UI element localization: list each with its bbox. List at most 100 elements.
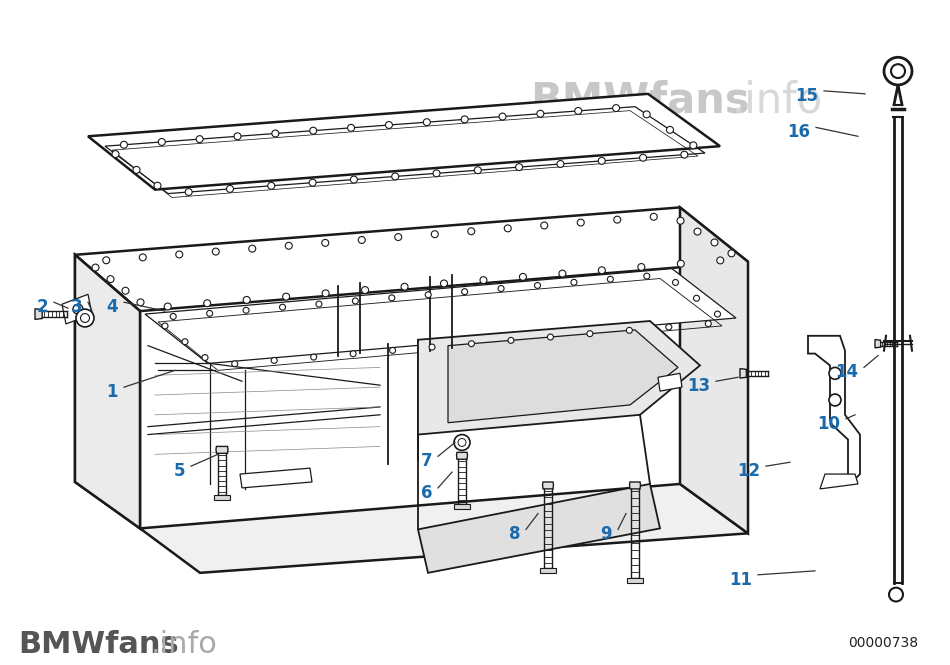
Circle shape <box>386 122 392 128</box>
Text: 16: 16 <box>787 124 810 142</box>
Circle shape <box>498 285 504 291</box>
Text: 00000738: 00000738 <box>848 636 918 650</box>
Circle shape <box>433 170 440 177</box>
Circle shape <box>226 186 234 192</box>
Circle shape <box>351 350 356 356</box>
Circle shape <box>249 245 256 252</box>
Text: 4: 4 <box>106 299 118 317</box>
Circle shape <box>389 295 395 301</box>
Polygon shape <box>88 94 720 190</box>
Circle shape <box>243 297 250 303</box>
Circle shape <box>666 324 672 330</box>
Circle shape <box>728 250 735 257</box>
Circle shape <box>690 142 697 149</box>
Text: 9: 9 <box>600 525 612 543</box>
Circle shape <box>639 154 647 161</box>
Polygon shape <box>140 484 748 573</box>
Text: .info: .info <box>732 79 824 121</box>
Circle shape <box>232 361 238 366</box>
Circle shape <box>598 267 605 274</box>
Circle shape <box>480 277 487 283</box>
Circle shape <box>705 321 712 327</box>
Circle shape <box>454 434 470 450</box>
Circle shape <box>626 327 633 333</box>
Text: 1: 1 <box>106 383 118 401</box>
Circle shape <box>103 257 110 264</box>
Polygon shape <box>75 255 140 529</box>
Circle shape <box>681 151 688 158</box>
Circle shape <box>694 228 701 235</box>
Circle shape <box>391 173 399 180</box>
Circle shape <box>107 276 114 283</box>
Circle shape <box>637 263 645 271</box>
Circle shape <box>285 242 293 249</box>
Circle shape <box>441 280 447 287</box>
Circle shape <box>587 331 593 336</box>
Circle shape <box>272 130 279 137</box>
Circle shape <box>644 273 650 279</box>
Circle shape <box>559 270 566 277</box>
Circle shape <box>162 323 168 329</box>
Circle shape <box>516 164 522 170</box>
Circle shape <box>311 354 316 360</box>
Circle shape <box>351 176 357 183</box>
Circle shape <box>571 279 577 285</box>
Circle shape <box>829 394 841 406</box>
Polygon shape <box>62 295 92 324</box>
Circle shape <box>461 116 468 123</box>
Circle shape <box>462 289 467 295</box>
Circle shape <box>203 300 211 307</box>
Circle shape <box>243 307 249 313</box>
Circle shape <box>716 257 724 264</box>
Circle shape <box>557 160 564 168</box>
Circle shape <box>176 251 182 258</box>
Text: 15: 15 <box>795 87 818 105</box>
Circle shape <box>154 182 161 189</box>
Circle shape <box>316 301 322 307</box>
Circle shape <box>348 124 354 131</box>
Text: 8: 8 <box>508 525 520 543</box>
Circle shape <box>714 311 720 317</box>
Circle shape <box>598 158 605 164</box>
Text: 12: 12 <box>737 462 760 480</box>
Polygon shape <box>680 207 748 533</box>
Circle shape <box>426 292 431 298</box>
Circle shape <box>133 166 140 174</box>
Text: 2: 2 <box>36 299 48 317</box>
Circle shape <box>196 136 203 142</box>
Circle shape <box>164 303 171 310</box>
Circle shape <box>170 313 176 319</box>
Text: 10: 10 <box>817 415 840 433</box>
Circle shape <box>202 354 208 360</box>
Circle shape <box>73 304 83 314</box>
Circle shape <box>112 150 119 158</box>
Circle shape <box>673 279 678 285</box>
Circle shape <box>279 304 286 310</box>
Text: 11: 11 <box>729 571 752 589</box>
Circle shape <box>607 276 614 282</box>
Circle shape <box>650 213 657 220</box>
Polygon shape <box>454 503 469 509</box>
Text: 14: 14 <box>835 364 858 382</box>
Circle shape <box>575 108 581 114</box>
Circle shape <box>677 217 684 224</box>
Text: BMWfans: BMWfans <box>530 79 750 121</box>
Circle shape <box>234 133 241 140</box>
Polygon shape <box>75 255 140 529</box>
Circle shape <box>537 110 543 117</box>
Circle shape <box>268 182 275 190</box>
Circle shape <box>424 119 430 126</box>
Polygon shape <box>418 321 700 434</box>
Circle shape <box>499 113 506 120</box>
Text: 6: 6 <box>421 484 432 502</box>
Circle shape <box>541 222 548 229</box>
Circle shape <box>429 344 435 350</box>
Circle shape <box>390 347 395 353</box>
Circle shape <box>547 334 554 340</box>
Circle shape <box>283 293 290 300</box>
Circle shape <box>829 367 841 379</box>
Circle shape <box>458 438 466 446</box>
Circle shape <box>212 248 219 255</box>
Polygon shape <box>35 309 42 319</box>
Circle shape <box>81 314 89 323</box>
